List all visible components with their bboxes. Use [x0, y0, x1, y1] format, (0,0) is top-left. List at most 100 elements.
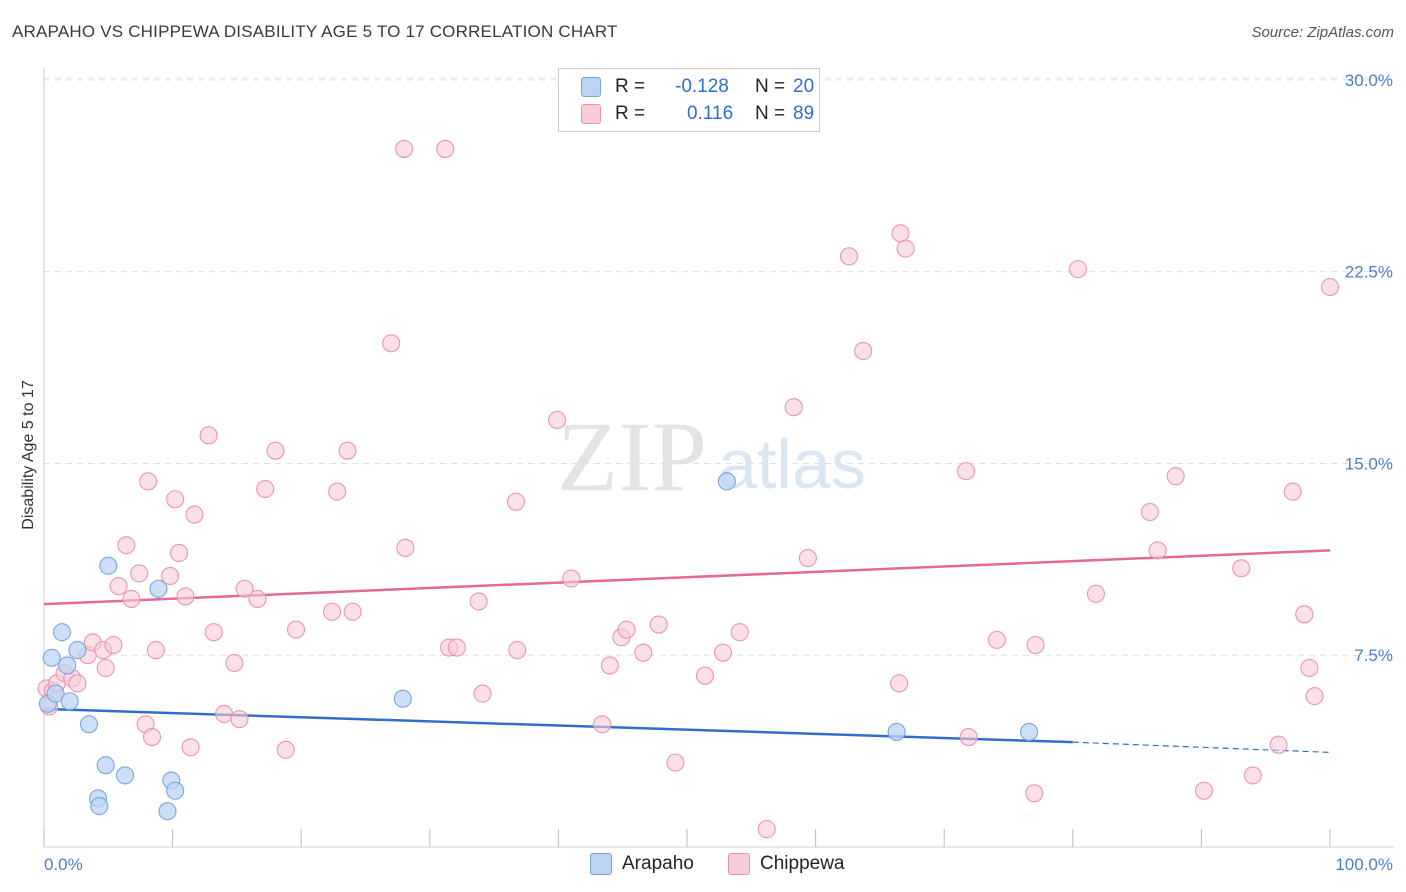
y-tick-label: 7.5% — [1354, 646, 1393, 665]
n-value: 20 — [793, 76, 815, 97]
chippewa-point — [395, 139, 414, 158]
arapaho-point — [60, 692, 79, 711]
chippewa-point — [1148, 541, 1167, 560]
chippewa-point — [328, 482, 347, 501]
chippewa-point — [146, 641, 165, 660]
chippewa-point — [891, 224, 910, 243]
chippewa-point — [276, 740, 295, 759]
arapaho-legend-swatch — [590, 853, 612, 875]
chippewa-point — [1232, 559, 1251, 578]
watermark-atlas: atlas — [718, 425, 866, 503]
chippewa-point — [854, 341, 873, 360]
chippewa-point — [1166, 467, 1185, 486]
arapaho-point — [1020, 722, 1039, 741]
chippewa-point — [1026, 635, 1045, 655]
chippewa-point — [230, 710, 249, 729]
chippewa-point — [473, 684, 492, 703]
arapaho-trend-line — [43, 707, 1073, 744]
chippewa-point — [1243, 766, 1262, 785]
chippewa-point — [1140, 502, 1160, 522]
chippewa-point — [225, 653, 244, 672]
chippewa-point — [166, 490, 185, 509]
chippewa-point — [757, 820, 776, 839]
chippewa-point — [266, 441, 285, 460]
y-tick-label: 30.0% — [1345, 71, 1393, 90]
arapaho-point — [79, 715, 99, 734]
y-tick-label: 15.0% — [1345, 454, 1393, 473]
x-tick-label: 100.0% — [1335, 855, 1393, 874]
chippewa-point — [204, 623, 223, 642]
source-credit: Source: ZipAtlas.com — [1251, 24, 1394, 41]
arapaho-point — [52, 623, 72, 642]
chippewa-point — [104, 635, 123, 655]
chippewa-point — [1283, 482, 1302, 501]
arapaho-point — [115, 766, 135, 785]
chippewa-point — [176, 587, 195, 606]
chippewa-point — [214, 704, 234, 724]
stats-legend: R = -0.128 N = 20 R = 0.116 N = 89 — [558, 68, 820, 132]
watermark-zip: ZIP — [557, 401, 707, 512]
arapaho-point — [887, 722, 906, 741]
y-tick-label: 22.5% — [1345, 263, 1393, 282]
chippewa-point — [323, 602, 342, 621]
r-value: 0.116 — [687, 103, 734, 124]
chippewa-point — [436, 139, 455, 158]
chippewa-point — [160, 566, 180, 586]
arapaho-point — [96, 756, 115, 775]
chippewa-point — [957, 462, 976, 481]
chippewa-point — [117, 536, 136, 555]
chippewa-point — [1295, 605, 1314, 624]
chippewa-point — [1068, 260, 1087, 279]
chippewa-point — [256, 479, 275, 499]
arapaho-point — [46, 684, 65, 703]
arapaho-point — [166, 781, 185, 800]
chippewa-point — [248, 589, 267, 609]
chippewa-point — [68, 674, 87, 693]
tick-labels: 7.5% 15.0% 22.5% 30.0% 0.0% 100.0% — [44, 71, 1393, 874]
chippewa-point — [169, 543, 189, 562]
chippewa-point — [199, 426, 218, 445]
arapaho-point — [58, 656, 77, 675]
chippewa-point — [508, 641, 527, 660]
chippewa-point — [1194, 781, 1214, 800]
x-tick-label: 0.0% — [44, 855, 83, 874]
arapaho-point — [68, 641, 87, 660]
n-label: N = — [755, 76, 786, 97]
watermark: ZIP atlas — [557, 401, 866, 512]
chippewa-point — [959, 727, 978, 747]
arapaho-legend-label: Arapaho — [622, 853, 694, 874]
arapaho-swatch — [581, 77, 601, 97]
chippewa-point — [122, 589, 141, 609]
chippewa-point — [593, 715, 612, 734]
chippewa-point — [634, 643, 653, 662]
chippewa-point — [447, 638, 466, 657]
chippewa-point — [396, 538, 415, 557]
grid-lines — [44, 77, 1394, 656]
r-label: R = — [615, 103, 646, 124]
chippewa-point — [139, 472, 158, 491]
chippewa-point — [338, 441, 357, 460]
chippewa-point — [109, 577, 128, 596]
chippewa-point — [896, 239, 915, 258]
data-points — [37, 139, 1340, 839]
chippewa-point — [798, 549, 817, 568]
chippewa-point — [617, 620, 636, 639]
chippewa-point — [1269, 735, 1288, 754]
chippewa-point — [649, 615, 668, 634]
chippewa-point — [382, 334, 401, 353]
chippewa-point — [343, 602, 362, 621]
chippewa-point — [548, 410, 567, 430]
chippewa-point — [784, 398, 803, 417]
n-label: N = — [755, 103, 786, 124]
chippewa-point — [185, 505, 204, 524]
chippewa-point — [96, 658, 115, 678]
chippewa-point — [890, 674, 909, 693]
chippewa-point — [1320, 277, 1340, 297]
chippewa-point — [695, 666, 715, 685]
chippewa-point — [713, 643, 733, 662]
chippewa-point — [987, 630, 1006, 649]
chippewa-trend-line — [43, 549, 1331, 606]
chippewa-point — [730, 623, 749, 642]
arapaho-point — [42, 648, 61, 667]
